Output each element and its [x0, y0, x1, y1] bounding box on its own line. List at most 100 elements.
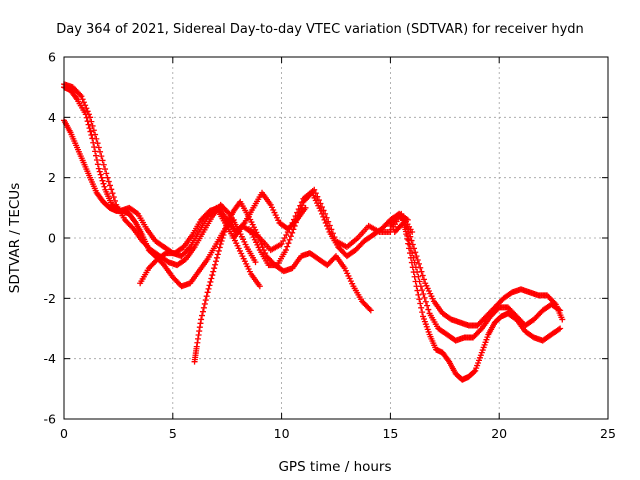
- data-point: [421, 294, 428, 301]
- data-point: [203, 293, 210, 300]
- chart-title: Day 364 of 2021, Sidereal Day-to-day VTE…: [56, 22, 584, 37]
- series-track-e: [191, 198, 374, 365]
- data-point: [216, 244, 223, 251]
- data-point: [222, 225, 229, 232]
- data-point: [311, 186, 318, 193]
- data-point: [97, 171, 104, 178]
- data-point: [289, 229, 296, 236]
- data-point: [298, 199, 305, 206]
- data-point: [98, 153, 105, 160]
- data-point: [101, 183, 108, 190]
- data-point: [94, 161, 101, 168]
- data-point: [217, 241, 224, 248]
- data-point: [78, 93, 85, 100]
- data-point: [289, 219, 296, 226]
- data-point: [282, 247, 289, 254]
- data-point: [102, 166, 109, 173]
- data-point: [92, 131, 99, 138]
- data-point: [107, 182, 114, 189]
- data-point: [100, 161, 107, 168]
- data-point: [109, 190, 116, 197]
- data-point: [281, 235, 288, 241]
- x-tick-label: 5: [169, 426, 177, 441]
- data-point: [424, 302, 431, 309]
- data-point: [256, 283, 263, 290]
- data-point: [212, 261, 219, 268]
- y-tick-label: -2: [44, 291, 56, 306]
- data-point: [278, 241, 285, 248]
- data-point: [322, 210, 329, 217]
- data-point: [131, 218, 138, 225]
- data-point: [89, 122, 96, 129]
- series-track-g: [245, 186, 416, 254]
- data-point: [325, 218, 332, 225]
- data-point: [223, 222, 230, 229]
- data-point: [198, 316, 205, 323]
- data-point: [206, 282, 213, 289]
- data-point: [207, 278, 214, 285]
- data-point: [413, 253, 420, 260]
- data-point: [283, 231, 290, 238]
- data-point: [97, 148, 104, 155]
- data-point: [419, 309, 426, 316]
- y-axis-label: SDTVAR / TECUs: [7, 183, 23, 293]
- data-point: [409, 228, 416, 235]
- data-point: [93, 152, 100, 159]
- data-point: [82, 102, 89, 109]
- y-tick-label: 2: [48, 170, 56, 185]
- data-point: [105, 178, 112, 185]
- data-point: [408, 259, 415, 266]
- data-point: [85, 121, 92, 128]
- data-point: [86, 125, 93, 132]
- data-point: [416, 296, 423, 303]
- series-track-j: [400, 216, 564, 383]
- data-point: [328, 226, 335, 233]
- data-point: [99, 177, 106, 184]
- data-point: [73, 94, 80, 101]
- data-point: [402, 226, 409, 233]
- series-track-b: [61, 81, 259, 269]
- data-point: [407, 254, 414, 261]
- data-point: [557, 325, 564, 332]
- y-tick-label: 0: [48, 231, 56, 246]
- data-point: [90, 127, 97, 134]
- data-point: [77, 91, 84, 98]
- data-point: [315, 197, 322, 204]
- data-point: [406, 245, 413, 252]
- data-points: [61, 81, 566, 383]
- data-point: [210, 268, 217, 275]
- x-axis-label: GPS time / hours: [278, 459, 391, 475]
- data-point: [329, 230, 336, 237]
- data-point: [110, 194, 117, 201]
- data-point: [213, 258, 220, 265]
- data-point: [99, 157, 106, 164]
- data-point: [219, 235, 226, 241]
- data-point: [420, 276, 427, 283]
- data-point: [129, 224, 136, 231]
- data-point: [294, 209, 301, 216]
- y-tick-label: 6: [48, 50, 56, 65]
- data-point: [280, 238, 287, 245]
- y-tick-label: -4: [44, 351, 57, 366]
- data-point: [252, 259, 259, 266]
- data-point: [559, 316, 566, 323]
- series-track-c: [61, 117, 237, 290]
- data-point: [415, 260, 422, 267]
- data-point: [406, 229, 413, 236]
- data-point: [414, 287, 421, 294]
- data-point: [302, 204, 309, 211]
- data-point: [410, 269, 417, 276]
- data-point: [287, 222, 294, 229]
- data-point: [111, 197, 118, 204]
- data-point: [218, 238, 225, 245]
- data-point: [477, 326, 484, 333]
- data-point: [291, 216, 298, 223]
- data-point: [83, 105, 90, 112]
- data-point: [312, 190, 319, 197]
- data-point: [80, 99, 87, 106]
- data-point: [221, 228, 228, 235]
- data-point: [98, 174, 105, 181]
- data-point: [214, 251, 221, 258]
- data-point: [411, 273, 418, 280]
- data-point: [406, 250, 413, 257]
